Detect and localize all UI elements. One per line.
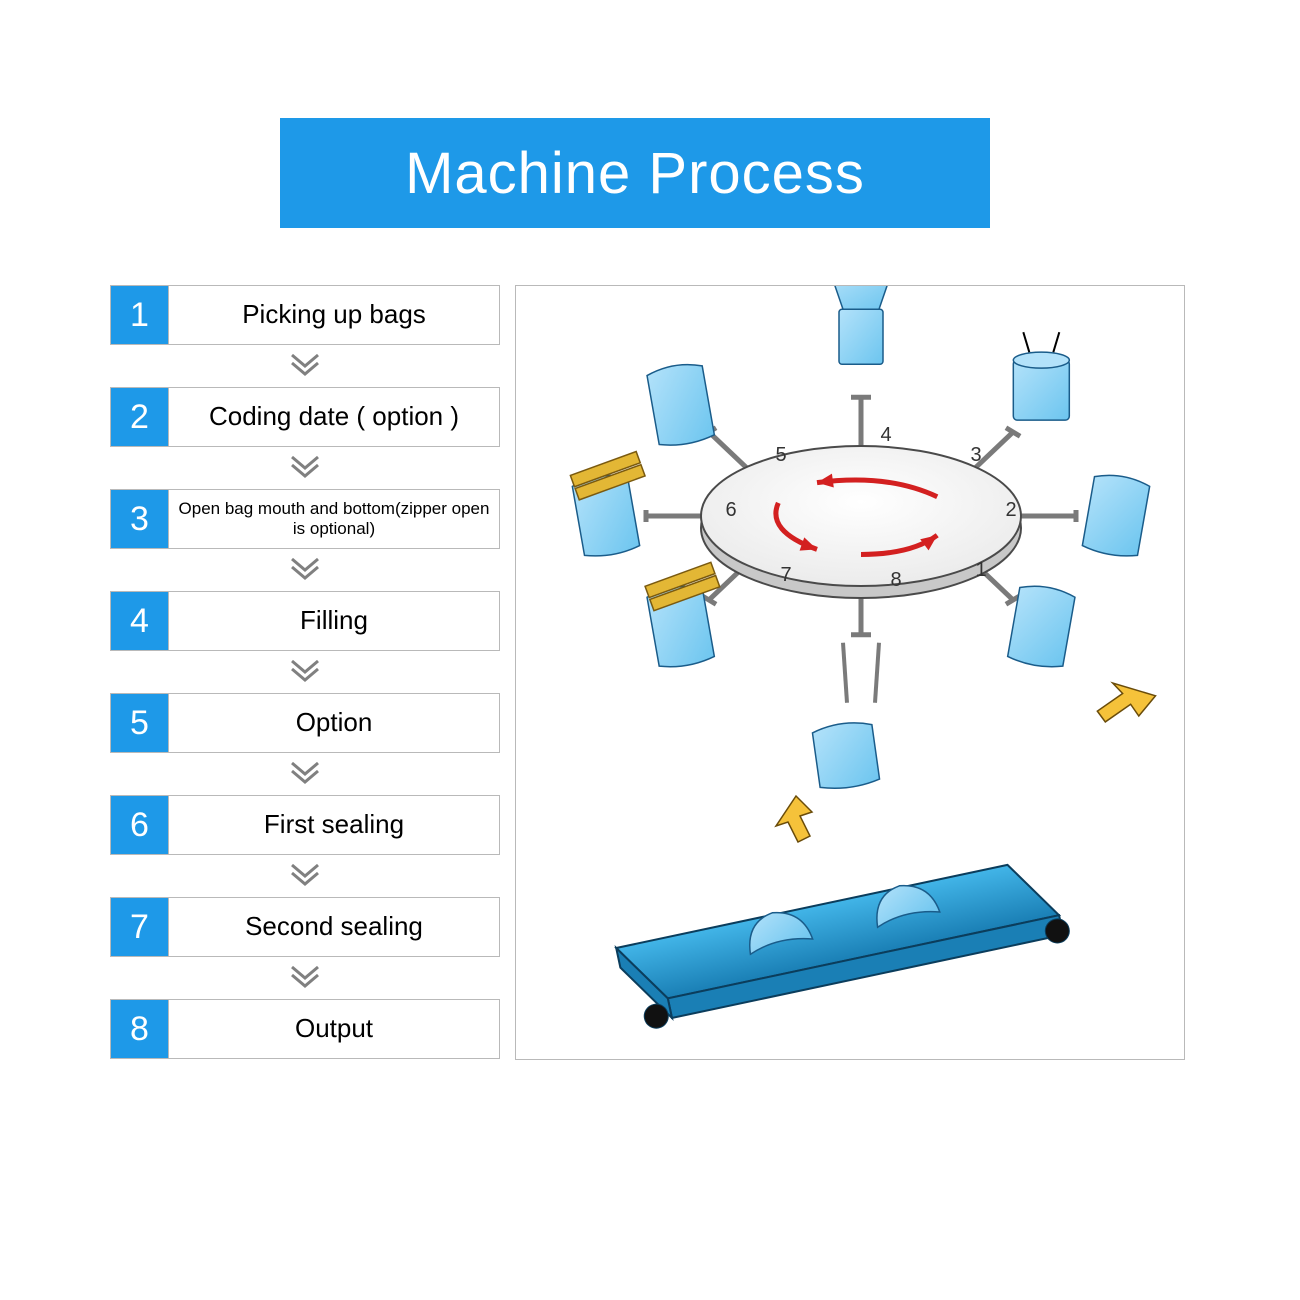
step-row: 5Option <box>110 693 500 753</box>
step-row: 1Picking up bags <box>110 285 500 345</box>
step-row: 7Second sealing <box>110 897 500 957</box>
step-number: 4 <box>110 591 168 651</box>
step-number: 8 <box>110 999 168 1059</box>
step-label: Picking up bags <box>168 285 500 345</box>
step-label: Second sealing <box>168 897 500 957</box>
down-arrow-icon <box>110 753 500 795</box>
down-arrow-icon <box>110 957 500 999</box>
step-number: 5 <box>110 693 168 753</box>
svg-text:7: 7 <box>780 564 791 586</box>
down-arrow-icon <box>110 345 500 387</box>
machine-diagram: 1 2 3 4 5 6 7 8 <box>516 286 1186 1061</box>
step-label: First sealing <box>168 795 500 855</box>
step-row: 2Coding date ( option ) <box>110 387 500 447</box>
svg-text:8: 8 <box>890 569 901 591</box>
svg-text:4: 4 <box>880 424 891 446</box>
step-number: 6 <box>110 795 168 855</box>
svg-text:5: 5 <box>775 444 786 466</box>
down-arrow-icon <box>110 447 500 489</box>
svg-text:1: 1 <box>975 559 986 581</box>
svg-text:3: 3 <box>970 444 981 466</box>
diagram-panel: 1 2 3 4 5 6 7 8 <box>515 285 1185 1060</box>
step-number: 3 <box>110 489 168 549</box>
title-text: Machine Process <box>405 140 865 207</box>
svg-text:2: 2 <box>1005 499 1016 521</box>
step-label: Open bag mouth and bottom(zipper open is… <box>168 489 500 549</box>
step-row: 6First sealing <box>110 795 500 855</box>
title-bar: Machine Process <box>280 118 990 228</box>
down-arrow-icon <box>110 549 500 591</box>
step-row: 4Filling <box>110 591 500 651</box>
step-number: 2 <box>110 387 168 447</box>
steps-list: 1Picking up bags 2Coding date ( option )… <box>110 285 500 1059</box>
step-row: 8Output <box>110 999 500 1059</box>
down-arrow-icon <box>110 651 500 693</box>
step-label: Filling <box>168 591 500 651</box>
step-label: Coding date ( option ) <box>168 387 500 447</box>
step-label: Option <box>168 693 500 753</box>
step-row: 3Open bag mouth and bottom(zipper open i… <box>110 489 500 549</box>
infographic-canvas: Machine Process 1Picking up bags 2Coding… <box>110 110 1190 1190</box>
svg-text:6: 6 <box>725 499 736 521</box>
step-label: Output <box>168 999 500 1059</box>
step-number: 7 <box>110 897 168 957</box>
down-arrow-icon <box>110 855 500 897</box>
step-number: 1 <box>110 285 168 345</box>
